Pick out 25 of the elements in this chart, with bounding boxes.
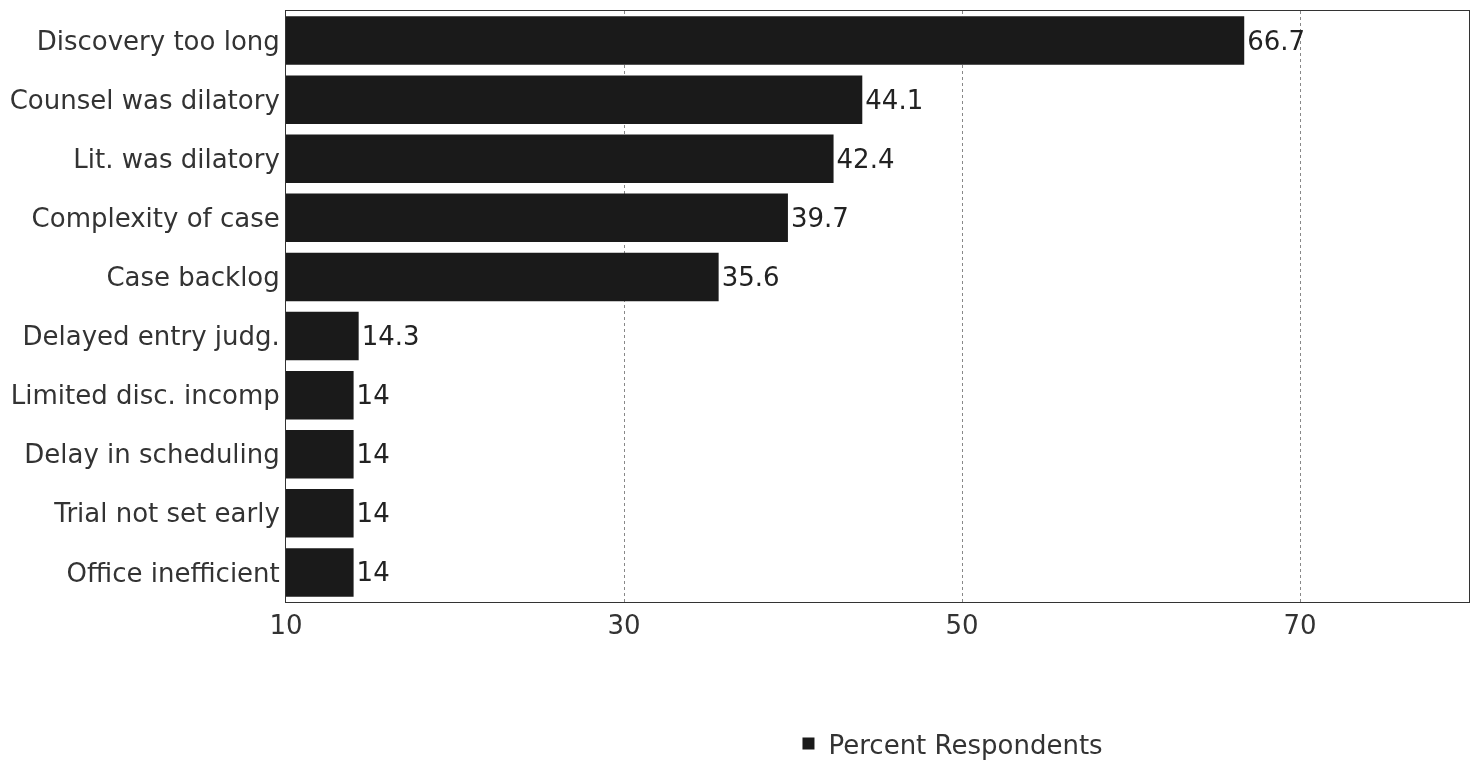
y-tick-label: Complexity of case <box>31 202 280 233</box>
data-label: 14 <box>356 498 390 529</box>
data-label: 14 <box>356 380 390 411</box>
data-label: 14.3 <box>361 321 420 352</box>
y-tick-label: Delay in scheduling <box>24 439 280 470</box>
data-label: 66.7 <box>1247 25 1306 56</box>
y-tick-label: Case backlog <box>106 262 280 293</box>
legend-label: Percent Respondents <box>828 729 1103 760</box>
data-label: 14 <box>356 439 390 470</box>
y-tick-label: Limited disc. incomp <box>10 380 280 411</box>
data-label: 39.7 <box>790 202 849 233</box>
y-tick-label: Trial not set early <box>53 498 280 529</box>
y-tick-label: Office inefficient <box>66 557 280 588</box>
data-label: 42.4 <box>836 143 895 174</box>
data-label: 44.1 <box>865 84 924 115</box>
x-tick-label: 70 <box>1283 610 1317 641</box>
y-tick-label: Discovery too long <box>36 25 280 56</box>
x-tick-label: 50 <box>945 610 979 641</box>
y-tick-label: Delayed entry judg. <box>22 321 280 352</box>
x-tick-label: 10 <box>269 610 303 641</box>
y-tick-label: Counsel was dilatory <box>9 84 280 115</box>
y-tick-label: Lit. was dilatory <box>73 143 280 174</box>
data-label: 35.6 <box>721 261 780 292</box>
data-label: 14 <box>356 557 390 588</box>
x-tick-label: 30 <box>607 610 641 641</box>
